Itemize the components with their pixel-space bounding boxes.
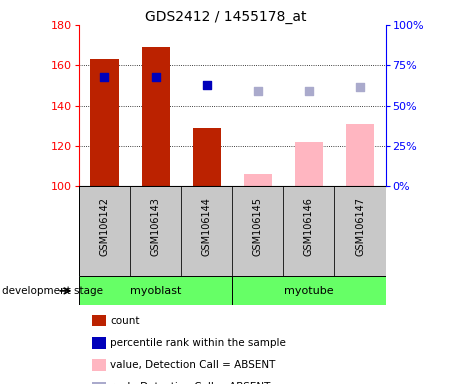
Bar (295, 142, 323, 186)
Bar (90, 59, 119, 186)
Bar (130, 186, 181, 276)
Text: development stage: development stage (2, 286, 103, 296)
Point (101, 74, 108, 81)
Bar (232, 276, 386, 305)
Text: rank, Detection Call = ABSENT: rank, Detection Call = ABSENT (110, 382, 271, 384)
Text: GSM106142: GSM106142 (100, 197, 110, 257)
Text: GSM106143: GSM106143 (151, 197, 161, 256)
Point (356, 84, 364, 91)
Bar (244, 174, 272, 186)
Bar (79, 276, 232, 305)
Point (152, 74, 159, 81)
Text: GSM106147: GSM106147 (355, 197, 365, 257)
Point (254, 88, 262, 94)
Text: GSM106145: GSM106145 (253, 197, 263, 257)
Bar (232, 186, 283, 276)
Text: value, Detection Call = ABSENT: value, Detection Call = ABSENT (110, 360, 276, 370)
Bar (346, 124, 374, 186)
Text: myotube: myotube (284, 286, 334, 296)
Point (203, 83, 210, 89)
Bar (193, 128, 221, 186)
Point (305, 88, 313, 94)
Text: GDS2412 / 1455178_at: GDS2412 / 1455178_at (145, 10, 306, 23)
Text: count: count (110, 316, 140, 326)
Bar (142, 47, 170, 186)
Bar (79, 186, 130, 276)
Bar (335, 186, 386, 276)
Bar (283, 186, 335, 276)
Text: GSM106144: GSM106144 (202, 197, 212, 256)
Text: GSM106146: GSM106146 (304, 197, 314, 256)
Text: myoblast: myoblast (130, 286, 181, 296)
Bar (181, 186, 232, 276)
Text: percentile rank within the sample: percentile rank within the sample (110, 338, 286, 348)
